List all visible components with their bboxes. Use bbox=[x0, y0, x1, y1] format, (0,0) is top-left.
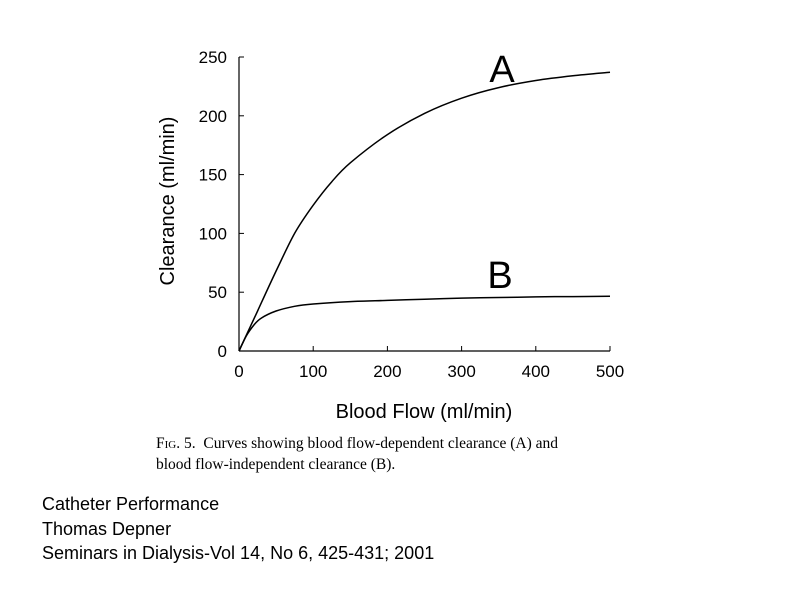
x-axis-ticks: 0 100 200 300 400 500 bbox=[234, 346, 624, 381]
x-tick-label: 0 bbox=[234, 362, 243, 381]
x-axis-title: Blood Flow (ml/min) bbox=[336, 401, 513, 423]
series-b-line bbox=[238, 295, 611, 352]
citation-author: Thomas Depner bbox=[42, 518, 172, 539]
y-axis-ticks: 0 50 100 150 200 250 bbox=[199, 48, 244, 361]
series-a-label: A bbox=[489, 49, 515, 91]
figure-caption: Fig. 5. Curves showing blood flow-depend… bbox=[156, 433, 656, 475]
caption-line-1: Fig. 5. Curves showing blood flow-depend… bbox=[156, 433, 656, 454]
y-tick-label: 0 bbox=[218, 342, 227, 361]
caption-line-2: blood flow-independent clearance (B). bbox=[156, 456, 396, 473]
x-tick-label: 400 bbox=[522, 362, 550, 381]
x-tick-label: 300 bbox=[447, 362, 475, 381]
y-tick-label: 150 bbox=[199, 166, 227, 185]
y-tick-label: 100 bbox=[199, 224, 227, 243]
y-tick-label: 50 bbox=[208, 283, 227, 302]
x-tick-label: 100 bbox=[299, 362, 327, 381]
citation: Catheter Performance Thomas Depner Semin… bbox=[42, 492, 434, 566]
chart-series: AB bbox=[238, 49, 611, 352]
x-tick-label: 500 bbox=[596, 362, 624, 381]
x-tick-label: 200 bbox=[373, 362, 401, 381]
y-tick-label: 200 bbox=[199, 107, 227, 126]
caption-text-1: Curves showing blood flow-dependent clea… bbox=[203, 435, 559, 452]
series-b-label: B bbox=[487, 255, 512, 297]
series-a-line bbox=[238, 71, 611, 352]
y-tick-label: 250 bbox=[199, 48, 227, 67]
figure-label: Fig. 5. bbox=[156, 435, 196, 452]
citation-title: Catheter Performance bbox=[42, 494, 220, 514]
y-axis-title: Clearance (ml/min) bbox=[157, 117, 179, 286]
chart-axes bbox=[238, 57, 610, 352]
citation-source: Seminars in Dialysis-Vol 14, No 6, 425-4… bbox=[42, 543, 435, 563]
